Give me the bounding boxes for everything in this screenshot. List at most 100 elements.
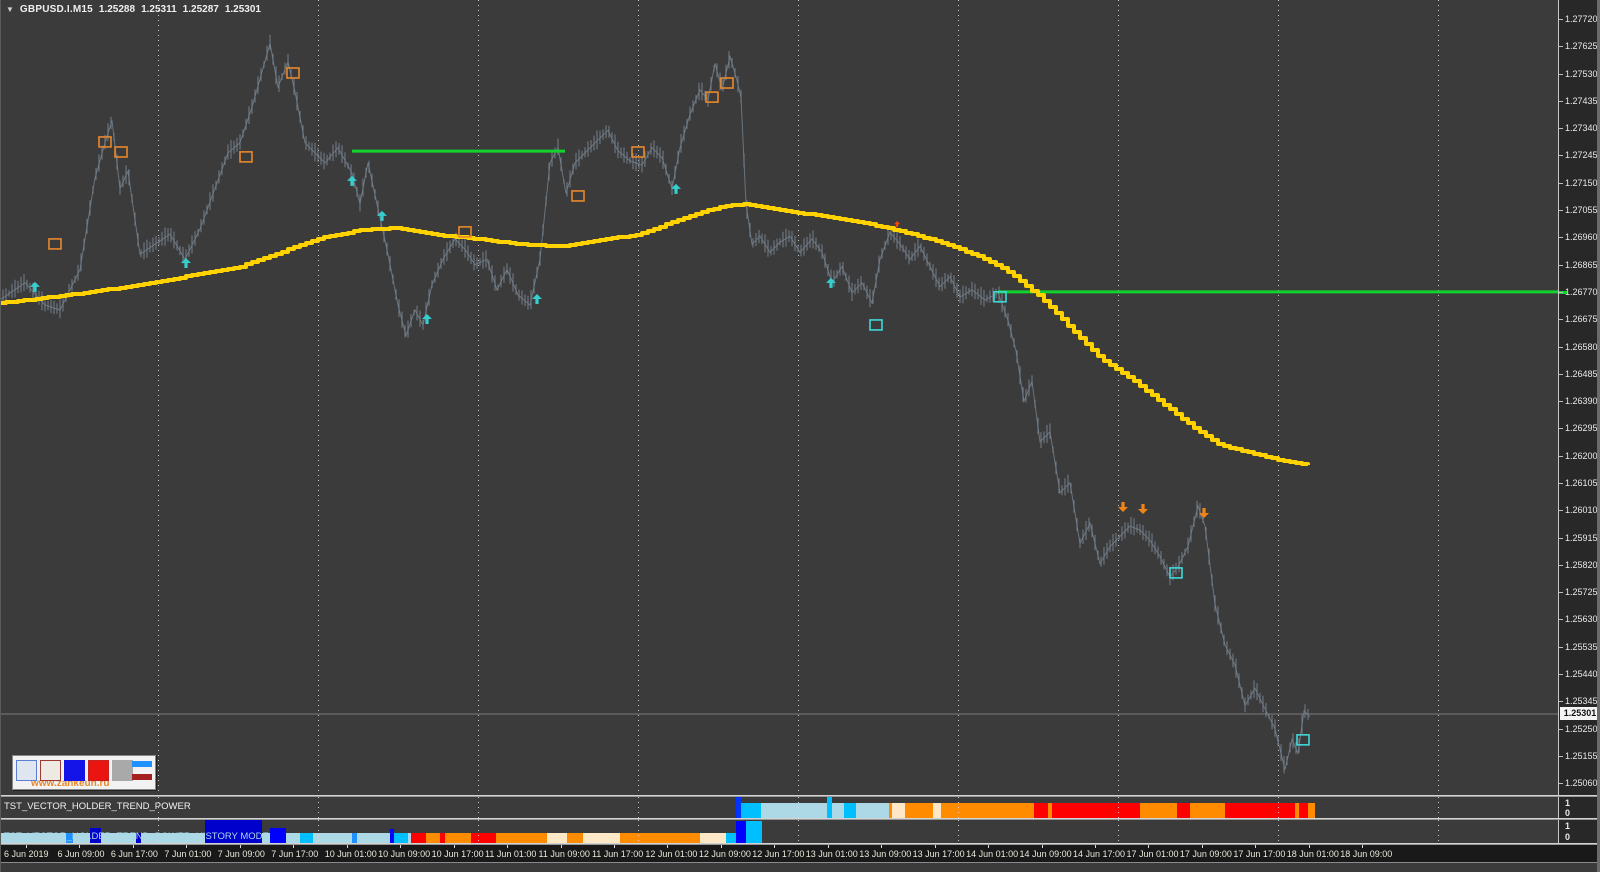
buy-arrow-marker[interactable] — [422, 314, 432, 325]
time-axis-label: 17 Jun 09:00 — [1179, 849, 1232, 859]
time-axis-label: 11 Jun 09:00 — [538, 849, 590, 859]
price-tick-mark — [1559, 510, 1563, 512]
square-orange-marker[interactable] — [720, 77, 734, 89]
time-axis-label: 11 Jun 17:00 — [591, 849, 644, 859]
time-axis-label: 10 Jun 17:00 — [431, 849, 484, 859]
square-orange-marker[interactable] — [98, 136, 112, 148]
time-axis-label: 12 Jun 01:00 — [645, 849, 698, 859]
time-tick-mark — [560, 845, 562, 848]
square-orange-marker[interactable] — [571, 190, 585, 202]
sell-arrow-marker[interactable] — [1138, 503, 1148, 514]
indicator-bar-segment — [905, 803, 933, 818]
window-border — [0, 0, 1, 872]
buy-arrow-marker[interactable] — [671, 183, 681, 194]
indicator-bar-segment — [1140, 803, 1177, 818]
price-chart-canvas[interactable] — [0, 0, 1558, 795]
square-cyan-marker[interactable] — [1169, 567, 1183, 579]
indicator-bar-segment — [66, 833, 73, 843]
indicator-bar-segment — [1295, 803, 1299, 818]
chart-title: ▼ GBPUSD.I.M15 1.25288 1.25311 1.25287 1… — [6, 4, 261, 15]
buy-arrow-marker[interactable] — [532, 293, 542, 304]
subwindow1-scale-max: 1 — [1565, 798, 1571, 808]
time-axis[interactable]: 6 Jun 2019 6 Jun 09:00 6 Jun 17:00 7 Jun 01… — [0, 845, 1600, 862]
sell-arrow-marker[interactable] — [1199, 507, 1209, 518]
watermark-text: www.zahkeun.ru — [31, 778, 110, 789]
indicator-bar-segment — [1034, 803, 1048, 818]
indicator-bar-segment — [1052, 803, 1140, 818]
indicator-bar-segment — [205, 820, 262, 843]
square-orange-marker[interactable] — [114, 146, 128, 158]
indicator-bar-segment — [700, 833, 726, 843]
square-orange-marker[interactable] — [458, 226, 472, 238]
price-tick-mark — [1559, 319, 1563, 321]
price-tick-mark — [1559, 592, 1563, 594]
time-axis-label: 10 Jun 09:00 — [378, 849, 431, 859]
buy-arrow-marker[interactable] — [377, 210, 387, 221]
time-tick-mark — [1201, 845, 1203, 848]
price-tick-mark — [1559, 783, 1563, 785]
indicator-bar-segment — [1308, 803, 1315, 818]
time-axis-label: 7 Jun 09:00 — [217, 849, 265, 859]
time-axis-label: 17 Jun 01:00 — [1126, 849, 1179, 859]
ohlc-low: 1.25287 — [182, 4, 219, 15]
buy-arrow-marker[interactable] — [826, 277, 836, 288]
buy-arrow-marker[interactable] — [347, 175, 357, 186]
time-tick-mark — [720, 845, 722, 848]
indicator-bar-segment — [73, 833, 90, 843]
divider — [0, 862, 1600, 863]
square-cyan-marker[interactable] — [869, 319, 883, 331]
time-axis-label: 6 Jun 2019 — [4, 849, 49, 859]
window-splitter[interactable] — [0, 795, 1600, 797]
indicator-bar-segment — [726, 833, 736, 843]
symbol-dropdown-icon[interactable]: ▼ — [6, 5, 14, 14]
price-tick-mark — [1559, 128, 1563, 130]
price-tick-mark — [1559, 537, 1563, 539]
time-tick-mark — [293, 845, 295, 848]
price-tick-label: 1.25440 — [1565, 669, 1598, 680]
legend-bar — [132, 761, 152, 767]
price-polyline — [0, 43, 1311, 770]
square-cyan-marker[interactable] — [1296, 734, 1310, 746]
square-orange-marker[interactable] — [239, 151, 253, 163]
time-axis-label: 7 Jun 01:00 — [164, 849, 212, 859]
square-cyan-marker[interactable] — [993, 290, 1007, 303]
window-splitter[interactable] — [0, 843, 1600, 845]
time-tick-mark — [667, 845, 669, 848]
sell-arrow-marker[interactable] — [1118, 501, 1128, 512]
indicator-bar-segment — [933, 803, 941, 818]
indicator-bar-segment — [892, 803, 905, 818]
chart-plot-area[interactable]: ▼ GBPUSD.I.M15 1.25288 1.25311 1.25287 1… — [0, 0, 1558, 795]
window-splitter[interactable] — [0, 818, 1600, 820]
indicator-bar-segment — [390, 829, 394, 843]
buy-arrow-marker[interactable] — [181, 258, 191, 269]
indicator-window-history-mode[interactable]: TST_VECTOR_HOLDER_TREND_POWER: HISTORY M… — [0, 820, 1558, 843]
price-tick-mark — [1559, 346, 1563, 348]
price-tick-label: 1.25060 — [1565, 778, 1598, 789]
indicator-bar-segment — [736, 821, 746, 843]
square-orange-marker[interactable] — [705, 91, 719, 103]
price-tick-label: 1.26390 — [1565, 396, 1598, 407]
time-tick-mark — [1362, 845, 1364, 848]
indicator-bar-segment — [620, 833, 700, 843]
indicator-bar-segment — [1299, 803, 1308, 818]
time-axis-label: 11 Jun 01:00 — [485, 849, 537, 859]
square-orange-marker[interactable] — [286, 67, 300, 79]
time-axis-label: 14 Jun 09:00 — [1019, 849, 1072, 859]
price-tick-label: 1.27245 — [1565, 150, 1598, 161]
time-tick-mark — [346, 845, 348, 848]
square-orange-marker[interactable] — [48, 238, 62, 250]
time-tick-mark — [453, 845, 455, 848]
time-tick-mark — [934, 845, 936, 848]
price-tick-label: 1.26770 — [1565, 286, 1598, 297]
square-orange-marker[interactable] — [631, 146, 645, 158]
price-tick-mark — [1559, 619, 1563, 621]
price-tick-mark — [1559, 264, 1563, 266]
price-tick-mark — [1559, 674, 1563, 676]
price-tick-label: 1.25155 — [1565, 750, 1598, 761]
indicator-bar-segment — [856, 803, 889, 818]
indicator-bar-segment — [445, 833, 471, 843]
indicator-window-trend-power[interactable]: TST_VECTOR_HOLDER_TREND_POWER — [0, 797, 1558, 818]
time-tick-mark — [1095, 845, 1096, 848]
price-axis[interactable]: 1.25301 1 0 1 0 1.27720 1.27625 1.27530 1.2… — [1558, 0, 1600, 844]
buy-arrow-marker[interactable] — [30, 281, 40, 292]
